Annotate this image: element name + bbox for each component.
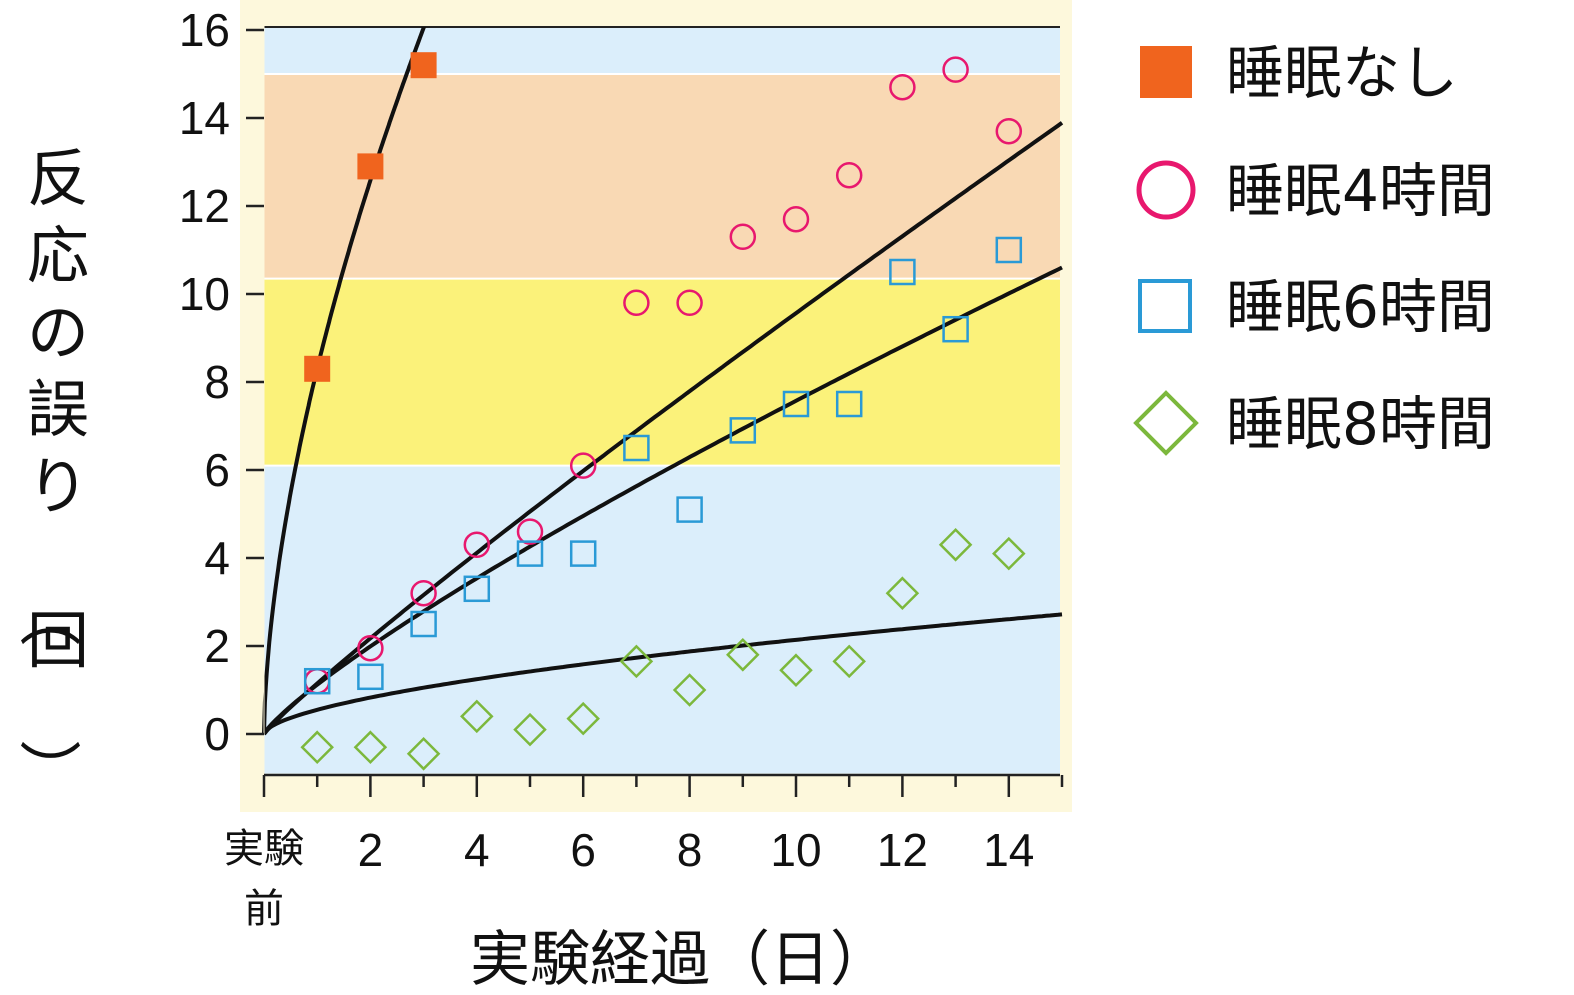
y-title-char-3: 誤	[27, 373, 89, 446]
point-square-6	[569, 540, 597, 567]
band-1	[264, 278, 1060, 466]
point-square-10	[782, 390, 810, 418]
point-circle-6	[569, 452, 597, 479]
point-square-5	[516, 540, 544, 567]
y-title-char-4: り	[27, 450, 89, 523]
legend-item-circle: 睡眠4時間	[1136, 157, 1495, 225]
x-tick-label-14: 14	[983, 824, 1034, 876]
point-circle-9	[729, 223, 757, 251]
point-square-2	[357, 663, 384, 691]
y-tick-label-12: 12	[179, 180, 230, 232]
legend-label-circle: 睡眠4時間	[1226, 157, 1495, 225]
point-circle-11	[835, 161, 863, 189]
background-bands	[264, 27, 1060, 774]
y-tick-label-4: 4	[204, 532, 230, 584]
point-square-1	[303, 667, 331, 695]
point-square-13	[942, 315, 969, 343]
fit-curve-square	[262, 265, 1063, 736]
point-filled-square-3	[410, 52, 437, 79]
x-axis: 実験前 2 4 6 8 10 12 14	[224, 773, 1064, 932]
x-tick-label-10: 10	[770, 824, 821, 876]
point-circle-2	[357, 634, 384, 662]
point-diamond-3	[406, 737, 441, 771]
point-circle-10	[782, 205, 810, 233]
x-tick-label-2: 2	[358, 824, 384, 876]
fit-curve-diamond	[262, 612, 1063, 736]
y-tick-label-10: 10	[179, 268, 230, 320]
x-tick-label-4: 4	[464, 824, 490, 876]
point-circle-13	[942, 56, 969, 83]
point-diamond-6	[566, 701, 600, 736]
y-title-char-7: ）	[12, 739, 85, 801]
y-title-char-6: 回	[27, 604, 89, 677]
band-0	[264, 465, 1060, 774]
y-tick-label-14: 14	[179, 92, 230, 144]
y-title-char-5: （	[12, 585, 85, 647]
point-square-4	[463, 575, 491, 603]
legend-label-square: 睡眠6時間	[1226, 273, 1495, 341]
point-circle-7	[623, 289, 650, 317]
y-tick-label-6: 6	[204, 444, 230, 496]
band-3	[264, 27, 1060, 74]
legend-symbol-circle	[1136, 160, 1196, 220]
x-axis-title: 実験経過（日）	[470, 925, 890, 995]
legend-symbol-square	[1138, 279, 1192, 333]
x-tick-label-0-line2: 前	[244, 886, 284, 932]
fit-curve-circle	[262, 121, 1064, 736]
legend-label-diamond: 睡眠8時間	[1226, 390, 1495, 458]
legend-symbol-filled-square	[1140, 46, 1192, 98]
point-square-8	[676, 496, 703, 523]
point-circle-8	[676, 289, 703, 317]
y-title-char-1: 応	[27, 219, 89, 292]
point-circle-4	[463, 531, 491, 559]
point-circle-3	[410, 579, 437, 607]
x-tick-label-0-line1: 実験	[224, 826, 304, 872]
point-diamond-1	[300, 730, 334, 764]
y-title-char-0: 反	[27, 142, 89, 215]
point-diamond-8	[672, 673, 707, 707]
point-circle-12	[889, 73, 916, 101]
x-tick-label-8: 8	[677, 824, 703, 876]
point-square-3	[410, 610, 437, 638]
point-square-9	[729, 417, 757, 444]
legend-symbol-diamond	[1133, 390, 1199, 456]
point-diamond-14	[992, 536, 1026, 571]
y-tick-label-8: 8	[204, 356, 230, 408]
point-square-11	[835, 390, 863, 418]
x-tick-label-6: 6	[570, 824, 596, 876]
point-diamond-2	[353, 730, 388, 764]
point-diamond-13	[938, 528, 973, 562]
y-tick-label-2: 2	[204, 620, 230, 672]
point-square-14	[995, 236, 1023, 264]
legend-item-filled-square: 睡眠なし	[1140, 39, 1458, 107]
point-circle-14	[995, 117, 1023, 145]
point-filled-square-2	[357, 153, 384, 180]
legend-label-filled-square: 睡眠なし	[1226, 39, 1458, 107]
point-diamond-9	[726, 638, 760, 672]
point-diamond-11	[832, 644, 866, 679]
point-square-12	[889, 258, 916, 286]
x-tick-label-12: 12	[877, 824, 928, 876]
point-diamond-12	[885, 576, 920, 610]
y-title-char-2: の	[27, 296, 89, 369]
data-points	[300, 52, 1026, 771]
y-tick-label-16: 16	[179, 4, 230, 56]
point-diamond-10	[779, 653, 813, 687]
point-diamond-4	[460, 699, 494, 734]
point-circle-5	[516, 518, 544, 545]
legend-item-square: 睡眠6時間	[1138, 273, 1495, 341]
y-tick-label-0: 0	[204, 708, 230, 760]
y-axis-title: 反応の誤り （回 ）	[12, 142, 89, 801]
point-square-7	[623, 434, 650, 462]
point-diamond-5	[513, 712, 547, 747]
legend-item-diamond: 睡眠8時間	[1133, 390, 1495, 458]
y-axis: 0 2 4 6 8 10 12 14 16	[179, 0, 265, 812]
point-filled-square-1	[304, 355, 331, 382]
point-diamond-7	[619, 644, 654, 679]
